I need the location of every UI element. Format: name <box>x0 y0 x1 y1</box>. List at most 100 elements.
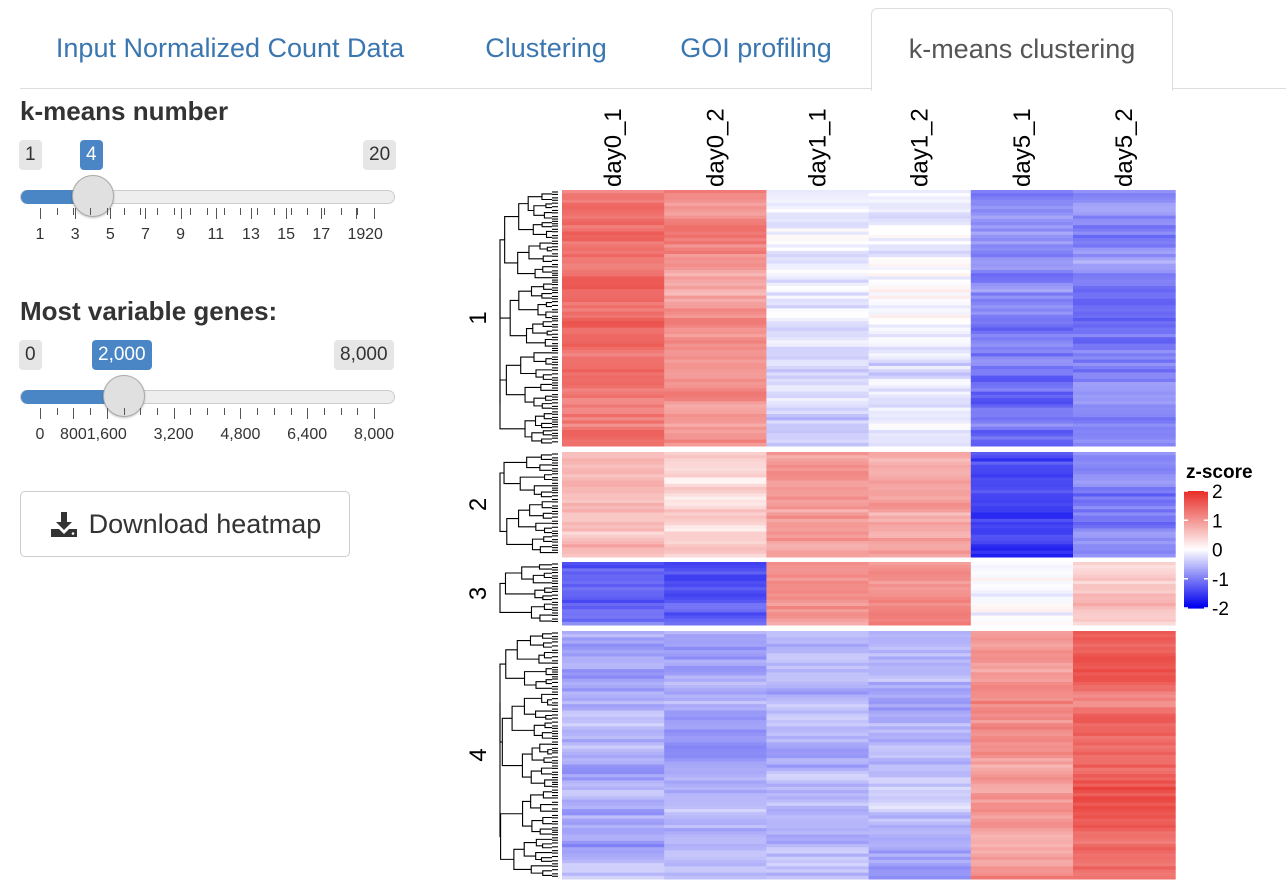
kmeans-major-tick <box>180 208 182 219</box>
genes-minor-tick <box>156 408 158 415</box>
kmeans-major-tick <box>215 208 217 219</box>
tab-k-means-clustering[interactable]: k-means clustering <box>871 8 1173 91</box>
tab-input-normalized-count-data[interactable]: Input Normalized Count Data <box>55 33 405 63</box>
kmeans-minor-tick <box>207 208 208 215</box>
kmeans-minor-tick <box>307 208 309 215</box>
cluster-label: 1 <box>465 311 492 324</box>
kmeans-tick-label: 19 <box>347 226 366 243</box>
genes-minor-tick <box>257 408 259 415</box>
kmeans-number-label: k-means number <box>20 96 229 126</box>
download-heatmap-button[interactable]: Download heatmap <box>20 491 350 557</box>
genes-major-tick <box>374 408 375 419</box>
kmeans-minor-tick <box>273 208 275 215</box>
legend-tick-label: -1 <box>1212 570 1229 591</box>
legend-tick-label: 2 <box>1212 482 1223 503</box>
genes-minor-tick <box>323 408 325 415</box>
kmeans-tick-label: 15 <box>277 226 295 243</box>
column-label: day0_1 <box>600 108 627 187</box>
genes-major-tick <box>73 408 75 419</box>
kmeans-major-tick <box>250 208 252 219</box>
kmeans-tick-label: 20 <box>365 226 383 243</box>
genes-minor-tick <box>357 408 359 415</box>
kmeans-minor-tick <box>106 208 108 215</box>
kmeans-value-label: 4 <box>80 140 103 170</box>
cluster-block <box>562 631 1176 880</box>
column-label: day5_1 <box>1009 108 1036 187</box>
column-label: day0_2 <box>702 108 729 187</box>
kmeans-major-tick <box>286 208 288 219</box>
kmeans-min-label: 1 <box>19 140 42 170</box>
kmeans-major-tick <box>110 208 112 219</box>
column-label: day5_2 <box>1111 108 1138 187</box>
genes-major-tick <box>106 408 108 419</box>
legend-tick-label: 1 <box>1212 511 1223 532</box>
kmeans-minor-tick <box>90 208 92 215</box>
genes-tick-label: 1,600 <box>86 426 127 443</box>
kmeans-minor-tick <box>56 208 58 215</box>
genes-minor-tick <box>223 408 225 415</box>
kmeans-minor-tick <box>357 208 359 215</box>
kmeans-major-tick <box>321 208 323 219</box>
kmeans-tick-label: 3 <box>70 226 80 243</box>
kmeans-tick-label: 7 <box>141 226 150 243</box>
genes-slider-track[interactable] <box>20 390 395 404</box>
cluster-block <box>562 190 1176 447</box>
cluster-block <box>562 452 1176 558</box>
kmeans-minor-tick <box>156 208 158 215</box>
genes-minor-tick <box>290 408 292 415</box>
download-icon <box>50 512 77 537</box>
kmeans-major-tick <box>374 208 375 219</box>
genes-minor-tick <box>273 408 275 415</box>
genes-tick-label: 0 <box>35 426 45 443</box>
kmeans-max-label: 20 <box>363 140 397 170</box>
genes-major-tick <box>240 408 242 419</box>
legend-tick-label: -2 <box>1212 599 1229 620</box>
genes-tick-label: 4,800 <box>220 426 261 443</box>
download-heatmap-label: Download heatmap <box>88 508 322 539</box>
genes-slider-handle[interactable] <box>103 375 145 417</box>
genes-minor-tick <box>90 408 92 415</box>
cluster-block <box>562 562 1176 626</box>
genes-major-tick <box>307 408 309 419</box>
column-label: day1_1 <box>805 108 832 187</box>
most-variable-genes-label: Most variable genes: <box>20 296 278 326</box>
kmeans-major-tick <box>145 208 147 219</box>
kmeans-tick-label: 11 <box>207 226 225 243</box>
kmeans-heatmap: day0_1 day0_2 day1_1 day1_2 day5_1 day5_2 1 2 3 4… <box>465 108 1253 880</box>
kmeans-minor-tick <box>123 208 125 215</box>
genes-minor-tick <box>207 408 208 415</box>
kmeans-major-tick <box>75 208 77 219</box>
kmeans-minor-tick <box>140 208 142 215</box>
kmeans-minor-tick <box>223 208 225 215</box>
kmeans-tick-label: 13 <box>242 226 260 243</box>
cluster-dendrogram <box>499 453 558 554</box>
genes-minor-tick <box>56 408 58 415</box>
legend-title: z-score <box>1186 462 1253 483</box>
cluster-label: 2 <box>465 498 492 511</box>
kmeans-minor-tick <box>73 208 75 215</box>
genes-max-label: 8,000 <box>334 340 394 370</box>
tab-goi-profiling[interactable]: GOI profiling <box>680 33 832 63</box>
genes-minor-tick <box>340 408 342 415</box>
genes-major-tick <box>173 408 175 419</box>
kmeans-minor-tick <box>173 208 175 215</box>
kmeans-minor-tick <box>323 208 325 215</box>
legend-tick-label: 0 <box>1212 541 1223 562</box>
kmeans-tick-label: 1 <box>35 226 45 243</box>
cluster-dendrogram <box>499 632 558 877</box>
genes-major-tick <box>40 408 41 419</box>
column-label: day1_2 <box>907 108 934 187</box>
genes-value-label: 2,000 <box>92 340 152 370</box>
kmeans-major-tick <box>356 208 358 219</box>
kmeans-minor-tick <box>257 208 259 215</box>
genes-min-label: 0 <box>19 340 42 370</box>
kmeans-minor-tick <box>240 208 242 215</box>
cluster-dendrogram <box>499 563 558 623</box>
genes-minor-tick <box>123 408 125 415</box>
tab-clustering[interactable]: Clustering <box>485 33 607 63</box>
kmeans-tick-label: 9 <box>176 226 186 243</box>
kmeans-major-tick <box>40 208 41 219</box>
tab-divider <box>20 88 1286 89</box>
genes-tick-label: 3,200 <box>153 426 194 443</box>
